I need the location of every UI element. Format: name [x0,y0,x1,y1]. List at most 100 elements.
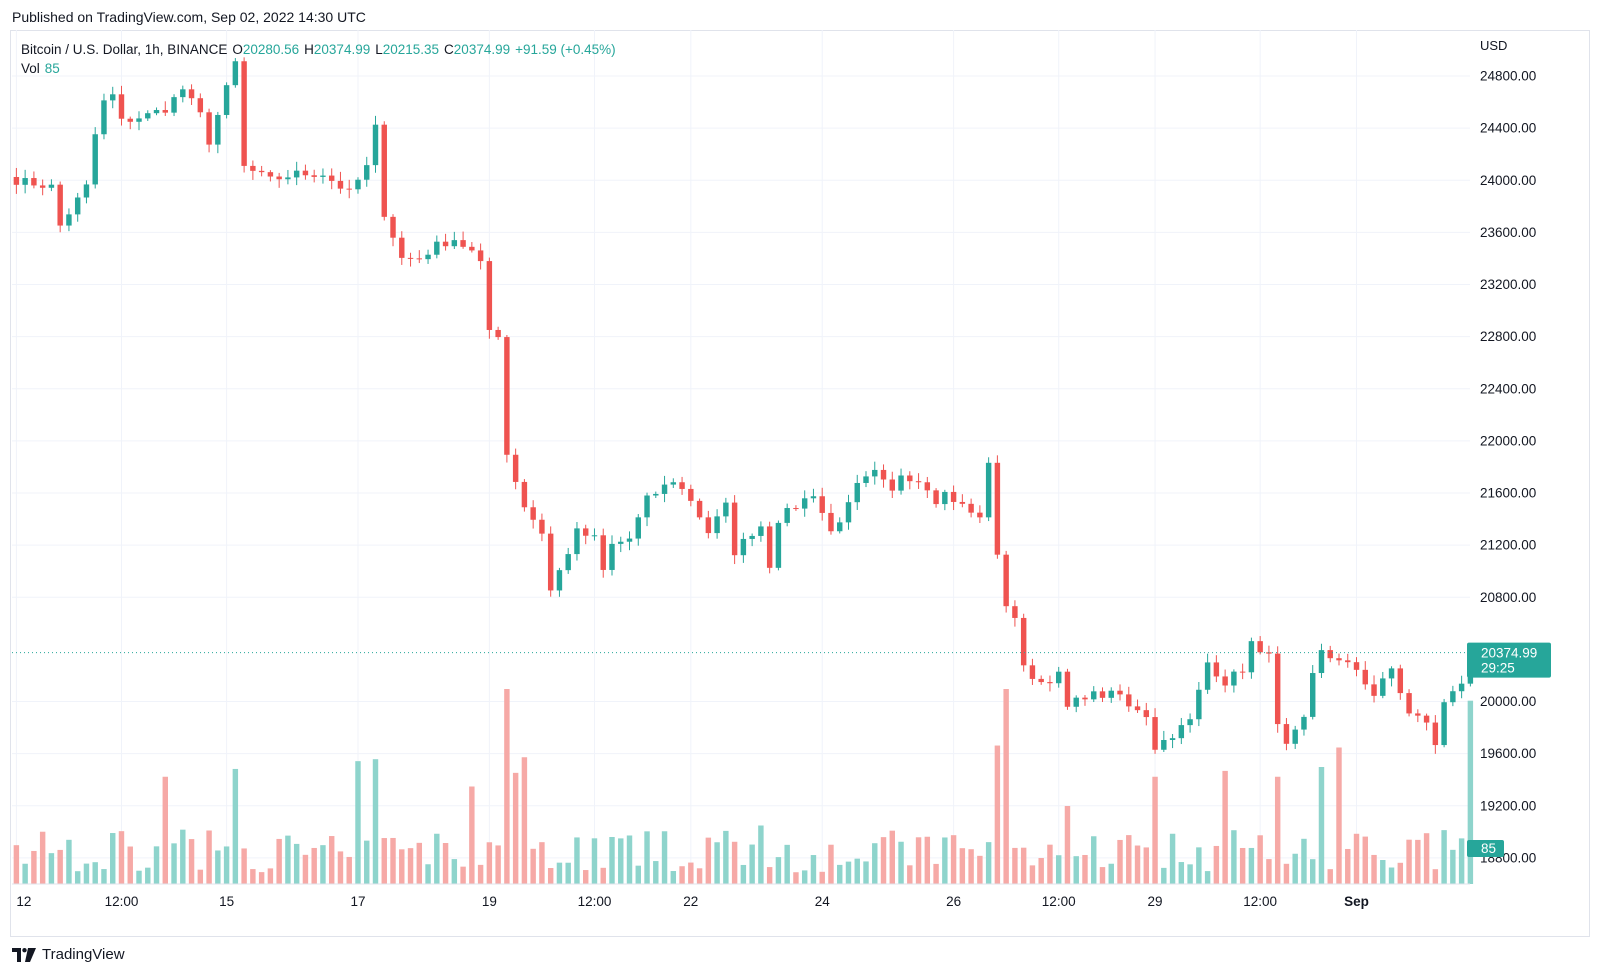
volume-bar [66,839,72,884]
y-axis-tick-label: 24800.00 [1480,69,1536,84]
volume-bar [328,836,335,884]
candle-body [13,176,20,185]
candle-body [1336,658,1342,661]
candle-body [1169,738,1176,741]
candle-body [381,124,387,217]
volume-bar [924,836,931,884]
candle-body [898,475,904,491]
volume-bar [355,761,361,884]
volume-bar [1362,836,1368,884]
candle-body [1327,650,1333,659]
volume-bar [1239,847,1246,884]
candle-body [653,493,659,496]
legend-change: +91.59 (+0.45%) [515,42,616,57]
candle-body [1196,689,1202,720]
volume-bar [749,844,755,884]
volume-bar [1248,847,1255,884]
volume-bar [381,838,387,884]
candle-body [486,261,493,330]
volume-bar [977,855,983,884]
volume-bar [661,831,668,884]
candle-body [845,502,852,523]
legend-close-value: 20374.99 [453,42,511,57]
volume-bar [1169,833,1176,884]
published-note: Published on TradingView.com, Sep 02, 20… [12,9,366,25]
volume-bar [1432,869,1439,884]
candle-body [311,175,317,177]
volume-bar [653,861,659,884]
volume-bar [1415,839,1421,884]
candle-body [293,170,300,178]
volume-bar [714,842,720,884]
candle-body [39,185,46,188]
volume-bar [950,835,957,884]
volume-bar [880,837,887,884]
volume-bar [1126,835,1132,884]
volume-bar [101,869,107,884]
volume-bar [1222,770,1228,884]
candle-body [793,508,799,510]
volume-bar [215,850,221,884]
volume-bar [705,837,712,884]
volume-bar [731,841,738,884]
volume-bar [872,843,878,884]
candle-body [1388,668,1395,679]
volume-bar [1161,867,1167,884]
volume-bar [915,837,922,884]
y-axis-tick-label: 22400.00 [1480,381,1536,396]
volume-bar [504,689,510,884]
candle-body [530,507,536,520]
candle-body [574,528,580,555]
legend-volume-label[interactable]: Vol [21,61,40,76]
volume-bar [618,838,624,884]
candle-body [591,535,598,537]
candle-body [1108,690,1114,698]
volume-bar [688,862,694,884]
candle-body [1274,653,1281,725]
legend-symbol[interactable]: Bitcoin / U.S. Dollar, 1h, BINANCE [21,42,228,57]
volume-bar [311,847,317,884]
volume-bar [1099,867,1106,884]
y-axis-tick-label: 24400.00 [1480,121,1536,136]
volume-bar [775,857,782,884]
volume-bar [828,844,834,884]
candle-body [442,241,449,247]
volume-bar [574,837,580,884]
volume-bar [425,864,431,884]
candle-body [880,469,887,480]
candle-body [197,98,204,113]
candle-body [837,522,843,532]
volume-bar [1441,830,1447,884]
volume-bar [854,858,860,884]
candle-body [1134,706,1141,711]
volume-bar [1458,838,1465,884]
candle-body [48,184,55,188]
candle-body [994,462,1001,555]
candle-body [66,214,72,226]
volume-bar [1231,830,1237,884]
volume-bar [837,864,843,884]
x-axis-tick-label: 12:00 [1042,894,1076,909]
last-price-tag [1467,642,1551,678]
candle-body [1292,729,1298,744]
x-axis-tick-label: 22 [683,894,698,909]
candle-body [1126,694,1132,707]
brand-name: TradingView [42,946,125,963]
legend-volume-row: Vol 85 [21,59,616,78]
y-axis-tick-label: 20800.00 [1480,590,1536,605]
volume-bar [635,865,641,884]
y-axis-tick-label: 20000.00 [1480,694,1536,709]
candle-body [390,216,396,238]
candle-body [1152,717,1158,750]
candle-body [1362,669,1368,685]
volume-bar [1047,844,1053,884]
chart-panel[interactable] [10,30,1590,937]
candle-body [688,488,694,501]
legend-high-label: H [304,42,314,57]
candle-body [328,175,335,181]
candle-body [600,535,606,570]
volume-bar [477,864,484,884]
volume-bar [1380,860,1386,884]
tradingview-brand[interactable]: TradingView [12,946,125,963]
